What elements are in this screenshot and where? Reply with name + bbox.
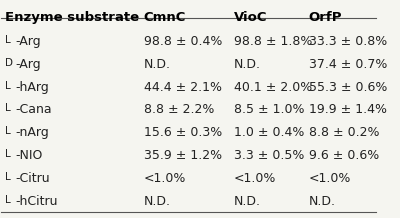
Text: 40.1 ± 2.0%: 40.1 ± 2.0% bbox=[234, 80, 312, 94]
Text: 35.9 ± 1.2%: 35.9 ± 1.2% bbox=[144, 149, 222, 162]
Text: N.D.: N.D. bbox=[234, 58, 261, 71]
Text: 44.4 ± 2.1%: 44.4 ± 2.1% bbox=[144, 80, 222, 94]
Text: CmnC: CmnC bbox=[144, 11, 186, 24]
Text: 98.8 ± 0.4%: 98.8 ± 0.4% bbox=[144, 35, 222, 48]
Text: 55.3 ± 0.6%: 55.3 ± 0.6% bbox=[308, 80, 387, 94]
Text: <1.0%: <1.0% bbox=[144, 172, 186, 185]
Text: N.D.: N.D. bbox=[308, 195, 336, 208]
Text: 9.6 ± 0.6%: 9.6 ± 0.6% bbox=[308, 149, 379, 162]
Text: -Citru: -Citru bbox=[15, 172, 50, 185]
Text: 8.8 ± 0.2%: 8.8 ± 0.2% bbox=[308, 126, 379, 139]
Text: 15.6 ± 0.3%: 15.6 ± 0.3% bbox=[144, 126, 222, 139]
Text: -Cana: -Cana bbox=[15, 104, 52, 116]
Text: L: L bbox=[5, 195, 11, 205]
Text: 19.9 ± 1.4%: 19.9 ± 1.4% bbox=[308, 104, 386, 116]
Text: <1.0%: <1.0% bbox=[234, 172, 276, 185]
Text: <1.0%: <1.0% bbox=[308, 172, 351, 185]
Text: 3.3 ± 0.5%: 3.3 ± 0.5% bbox=[234, 149, 304, 162]
Text: L: L bbox=[5, 80, 11, 90]
Text: 1.0 ± 0.4%: 1.0 ± 0.4% bbox=[234, 126, 304, 139]
Text: L: L bbox=[5, 149, 11, 159]
Text: -NIO: -NIO bbox=[15, 149, 42, 162]
Text: -nArg: -nArg bbox=[15, 126, 49, 139]
Text: -hArg: -hArg bbox=[15, 80, 49, 94]
Text: D: D bbox=[5, 58, 13, 68]
Text: N.D.: N.D. bbox=[234, 195, 261, 208]
Text: L: L bbox=[5, 126, 11, 136]
Text: N.D.: N.D. bbox=[144, 195, 171, 208]
Text: -Arg: -Arg bbox=[15, 58, 40, 71]
Text: VioC: VioC bbox=[234, 11, 267, 24]
Text: N.D.: N.D. bbox=[144, 58, 171, 71]
Text: 8.5 ± 1.0%: 8.5 ± 1.0% bbox=[234, 104, 304, 116]
Text: -hCitru: -hCitru bbox=[15, 195, 57, 208]
Text: 98.8 ± 1.8%: 98.8 ± 1.8% bbox=[234, 35, 312, 48]
Text: L: L bbox=[5, 104, 11, 113]
Text: 37.4 ± 0.7%: 37.4 ± 0.7% bbox=[308, 58, 387, 71]
Text: L: L bbox=[5, 35, 11, 45]
Text: -Arg: -Arg bbox=[15, 35, 40, 48]
Text: 8.8 ± 2.2%: 8.8 ± 2.2% bbox=[144, 104, 214, 116]
Text: L: L bbox=[5, 172, 11, 182]
Text: Enzyme substrate: Enzyme substrate bbox=[5, 11, 139, 24]
Text: OrfP: OrfP bbox=[308, 11, 342, 24]
Text: 33.3 ± 0.8%: 33.3 ± 0.8% bbox=[308, 35, 387, 48]
